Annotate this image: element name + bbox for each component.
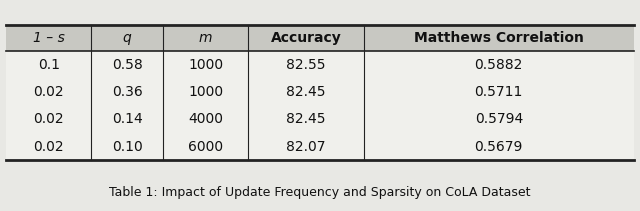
Bar	[6, 51, 634, 160]
Text: 0.1: 0.1	[38, 58, 60, 72]
Text: 4000: 4000	[188, 112, 223, 126]
Text: 0.5882: 0.5882	[475, 58, 523, 72]
Text: 82.55: 82.55	[286, 58, 326, 72]
Text: 0.36: 0.36	[112, 85, 143, 99]
Text: 1000: 1000	[188, 58, 223, 72]
Text: 82.07: 82.07	[286, 140, 326, 154]
Text: 0.02: 0.02	[33, 112, 64, 126]
Text: 82.45: 82.45	[286, 85, 326, 99]
Text: 82.45: 82.45	[286, 112, 326, 126]
Text: Accuracy: Accuracy	[271, 31, 341, 45]
Text: 0.5679: 0.5679	[475, 140, 523, 154]
Text: 0.02: 0.02	[33, 85, 64, 99]
Text: 1 – s: 1 – s	[33, 31, 65, 45]
Text: 0.5794: 0.5794	[475, 112, 523, 126]
Text: 1000: 1000	[188, 85, 223, 99]
Text: m: m	[199, 31, 212, 45]
Text: q: q	[123, 31, 131, 45]
Text: Matthews Correlation: Matthews Correlation	[414, 31, 584, 45]
Text: 0.14: 0.14	[112, 112, 143, 126]
Text: 0.5711: 0.5711	[475, 85, 523, 99]
Text: 0.02: 0.02	[33, 140, 64, 154]
Text: 0.58: 0.58	[112, 58, 143, 72]
Bar	[6, 25, 634, 51]
Text: 6000: 6000	[188, 140, 223, 154]
Text: 0.10: 0.10	[112, 140, 143, 154]
Text: Table 1: Impact of Update Frequency and Sparsity on CoLA Dataset: Table 1: Impact of Update Frequency and …	[109, 185, 531, 199]
